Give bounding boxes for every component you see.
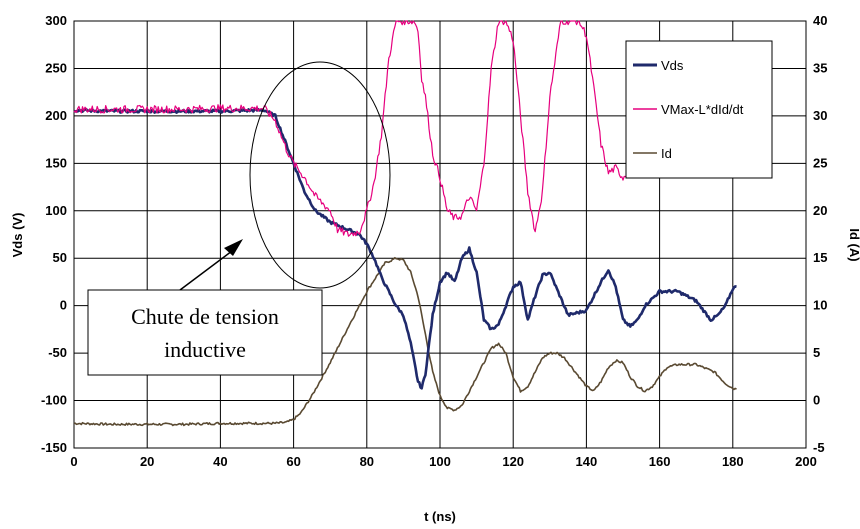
x-tick-label: 100 [429, 454, 451, 469]
y2-tick-label: 40 [813, 13, 827, 28]
x-tick-label: 160 [649, 454, 671, 469]
series-layer [73, 20, 737, 427]
y2-tick-label: -5 [813, 440, 825, 455]
y-tick-label: 0 [60, 298, 67, 313]
annotation-text-line2: inductive [164, 337, 246, 362]
y2-tick-label: 15 [813, 250, 827, 265]
x-tick-label: 140 [576, 454, 598, 469]
annotation: Chute de tension inductive [87, 61, 391, 376]
y-tick-label: 300 [45, 13, 67, 28]
legend: Vds VMax-L*dId/dt Id [625, 40, 773, 179]
annotation-arrow-head [224, 239, 243, 256]
annotation-arrow-shaft [179, 247, 237, 291]
y-tick-label: 200 [45, 108, 67, 123]
series-line-vds [73, 107, 737, 390]
x-tick-label: 80 [360, 454, 374, 469]
y-tick-label: -150 [41, 440, 67, 455]
x-tick-label: 20 [140, 454, 154, 469]
x-tick-label: 60 [286, 454, 300, 469]
x-tick-label: 40 [213, 454, 227, 469]
x-tick-label: 180 [722, 454, 744, 469]
x-axis-title: t (ns) [424, 509, 456, 524]
y-tick-label: 150 [45, 155, 67, 170]
series-line-id [73, 256, 737, 427]
y-tick-label: 100 [45, 203, 67, 218]
y2-axis-title: Id (A) [847, 228, 860, 261]
y2-axis-ticks: -5 0 5 10 15 20 25 30 35 40 [813, 13, 827, 455]
legend-label-vmax: VMax-L*dId/dt [661, 102, 744, 117]
y-tick-label: 50 [53, 250, 67, 265]
y2-tick-label: 30 [813, 108, 827, 123]
y-axis-title: Vds (V) [10, 213, 25, 258]
annotation-box [87, 289, 323, 376]
y-tick-label: -50 [48, 345, 67, 360]
annotation-ellipse [249, 61, 391, 289]
y2-tick-label: 5 [813, 345, 820, 360]
y-tick-label: 250 [45, 60, 67, 75]
series-line-vmax-l-did-dt [73, 20, 683, 237]
y-tick-label: -100 [41, 393, 67, 408]
y2-tick-label: 10 [813, 298, 827, 313]
annotation-text-line1: Chute de tension [131, 304, 279, 329]
y-axis-ticks: -150 -100 -50 0 50 100 150 200 250 300 [41, 13, 67, 455]
legend-label-id: Id [661, 146, 672, 161]
y2-tick-label: 25 [813, 155, 827, 170]
x-tick-label: 120 [502, 454, 524, 469]
y2-tick-label: 0 [813, 393, 820, 408]
x-tick-label: 200 [795, 454, 817, 469]
x-tick-label: 0 [70, 454, 77, 469]
y2-tick-label: 35 [813, 60, 827, 75]
y2-tick-label: 20 [813, 203, 827, 218]
legend-label-vds: Vds [661, 58, 684, 73]
x-axis-ticks: 0 20 40 60 80 100 120 140 160 180 200 [70, 454, 816, 469]
